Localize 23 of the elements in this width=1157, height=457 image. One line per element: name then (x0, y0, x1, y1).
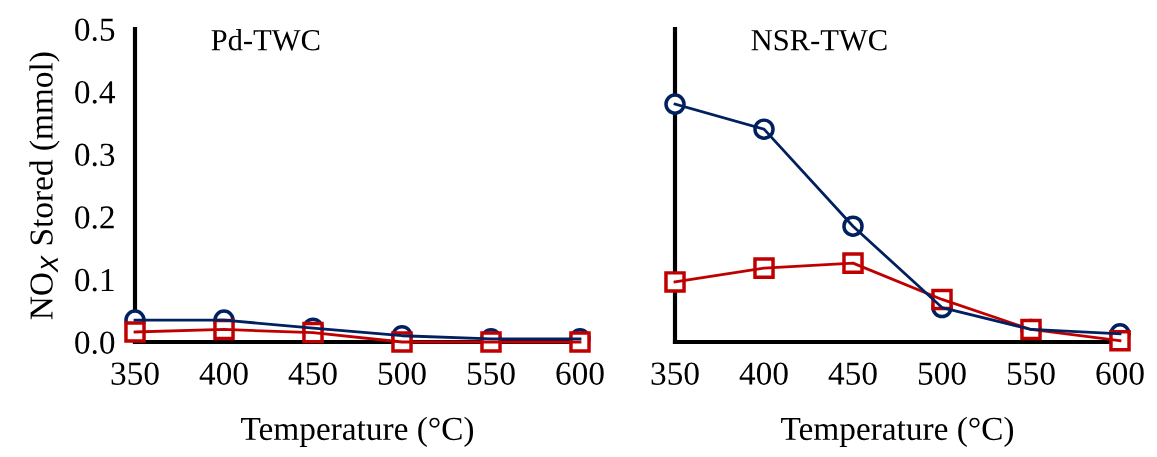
x-tick-label: 550 (467, 362, 515, 385)
x-tick-label: 600 (556, 362, 604, 385)
x-tick-label: 350 (651, 362, 699, 385)
x-tick-label: 400 (739, 362, 788, 385)
x-tick-label: 400 (199, 362, 248, 385)
x-tick-label: 500 (378, 362, 426, 385)
x-axis-title: Temperature (°C) (781, 416, 1014, 447)
chart-title: NSR-TWC (751, 29, 887, 51)
y-axis-title: NO$_{X}$ Stored (mmol) (29, 52, 60, 320)
y-tick-label: 0.2 (75, 206, 114, 229)
chart-title: Pd-TWC (211, 29, 320, 51)
x-tick-label: 550 (1007, 362, 1055, 385)
x-axis-title: Temperature (°C) (241, 416, 474, 447)
x-tick-label: 500 (918, 362, 966, 385)
x-tick-label: 350 (111, 362, 159, 385)
x-tick-label: 600 (1096, 362, 1144, 385)
x-tick-label: 450 (828, 362, 877, 385)
y-tick-label: 0.1 (75, 268, 114, 292)
y-tick-label: 0.4 (75, 81, 116, 104)
y-tick-label: 0.0 (75, 331, 115, 355)
y-tick-label: 0.5 (75, 18, 115, 42)
y-tick-label: 0.3 (75, 143, 115, 167)
x-tick-label: 450 (288, 362, 337, 385)
